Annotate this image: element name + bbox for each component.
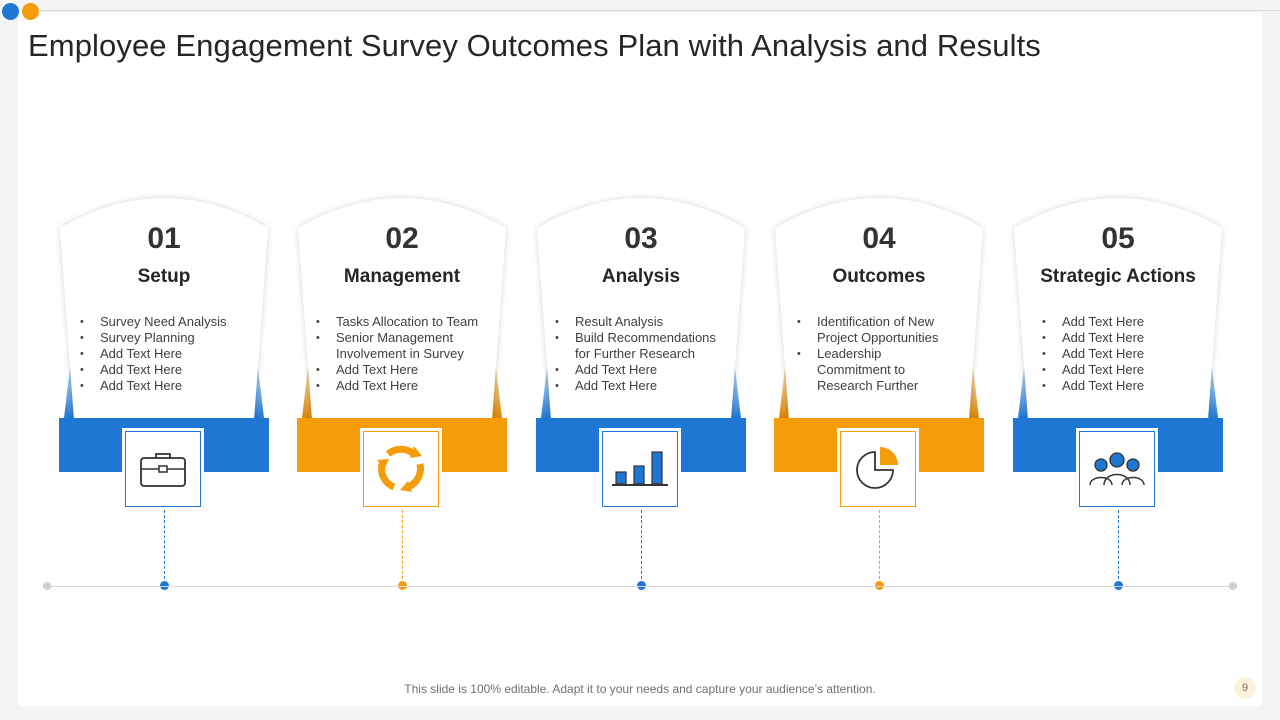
team-icon — [1087, 449, 1147, 489]
step-icon-box — [363, 431, 439, 507]
step-icon-box — [125, 431, 201, 507]
step-heading: Strategic Actions — [1040, 266, 1196, 287]
step-bullet-item: Senior Management Involvement in Survey — [316, 330, 492, 362]
step-bullet-item: Tasks Allocation to Team — [316, 314, 492, 330]
step-number: 04 — [862, 222, 896, 255]
timeline-line — [46, 586, 1234, 587]
step-bullet-list: Add Text HereAdd Text HereAdd Text HereA… — [1042, 314, 1162, 394]
step-bullet-item: Add Text Here — [80, 346, 238, 362]
page-number: 9 — [1234, 677, 1256, 699]
timeline-connector — [879, 510, 880, 584]
slide-title: Employee Engagement Survey Outcomes Plan… — [28, 28, 1041, 63]
bar-chart-icon — [610, 449, 670, 489]
timeline-step-dot — [1114, 581, 1123, 590]
footer-note: This slide is 100% editable. Adapt it to… — [404, 682, 876, 696]
step-icon-box — [1079, 431, 1155, 507]
step-icon-box — [840, 431, 916, 507]
step-bullet-item: Add Text Here — [80, 362, 238, 378]
timeline-step-dot — [637, 581, 646, 590]
step-icon-box — [602, 431, 678, 507]
briefcase-icon — [138, 449, 188, 489]
step-bullet-item: Leadership Commitment to Research Furthe… — [797, 346, 957, 394]
step-bullet-list: Tasks Allocation to TeamSenior Managemen… — [316, 314, 492, 394]
step-number: 03 — [624, 222, 658, 255]
timeline-step-dot — [875, 581, 884, 590]
timeline-connector — [402, 510, 403, 584]
timeline-connector — [1118, 510, 1119, 584]
step-bullet-item: Identification of New Project Opportunit… — [797, 314, 957, 346]
step-bullet-item: Add Text Here — [1042, 330, 1162, 346]
timeline-step-dot — [160, 581, 169, 590]
timeline-connector — [164, 510, 165, 584]
timeline-connector — [641, 510, 642, 584]
step-number: 05 — [1101, 222, 1135, 255]
step-bullet-item: Add Text Here — [1042, 314, 1162, 330]
step-heading: Outcomes — [832, 266, 926, 287]
top-rule — [40, 10, 1280, 11]
step-bullet-item: Result Analysis — [555, 314, 725, 330]
cycle-arrows-icon — [374, 442, 428, 496]
step-bullet-list: Identification of New Project Opportunit… — [797, 314, 957, 394]
step-bullet-item: Survey Need Analysis — [80, 314, 238, 330]
brand-dot-blue — [2, 3, 19, 20]
step-bullet-list: Result AnalysisBuild Recommendations for… — [555, 314, 725, 394]
step-bullet-list: Survey Need AnalysisSurvey PlanningAdd T… — [80, 314, 238, 394]
timeline-start-dot — [43, 582, 51, 590]
timeline-end-dot — [1229, 582, 1237, 590]
step-heading: Management — [343, 266, 461, 287]
step-bullet-item: Add Text Here — [555, 362, 725, 378]
step-bullet-item: Build Recommendations for Further Resear… — [555, 330, 725, 362]
step-heading: Setup — [137, 266, 191, 287]
step-bullet-item: Add Text Here — [1042, 378, 1162, 394]
step-bullet-item: Add Text Here — [316, 378, 492, 394]
timeline-step-dot — [398, 581, 407, 590]
step-bullet-item: Add Text Here — [555, 378, 725, 394]
pie-chart-icon — [853, 444, 903, 494]
step-number: 02 — [385, 222, 419, 255]
step-bullet-item: Add Text Here — [1042, 362, 1162, 378]
step-bullet-item: Add Text Here — [80, 378, 238, 394]
step-bullet-item: Survey Planning — [80, 330, 238, 346]
step-heading: Analysis — [601, 266, 681, 287]
step-bullet-item: Add Text Here — [1042, 346, 1162, 362]
step-number: 01 — [147, 222, 181, 255]
brand-dot-orange — [22, 3, 39, 20]
step-bullet-item: Add Text Here — [316, 362, 492, 378]
